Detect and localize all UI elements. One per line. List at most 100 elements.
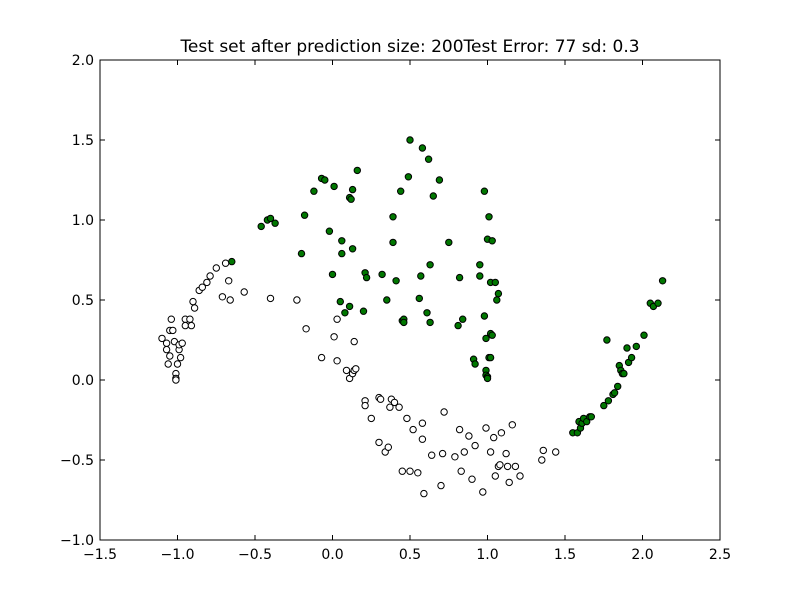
scatter-point [398, 467, 406, 475]
scatter-point [338, 237, 346, 245]
scatter-point [186, 315, 194, 323]
scatter-point [603, 336, 611, 344]
scatter-point [198, 283, 207, 291]
scatter-point [418, 144, 427, 152]
scatter-point [333, 357, 341, 365]
scatter-point [389, 213, 397, 221]
scatter-point [658, 277, 667, 285]
scatter-point [482, 334, 490, 343]
scatter-point [457, 467, 465, 475]
scatter-point [460, 448, 468, 456]
scatter-point [435, 176, 444, 184]
scatter-point [162, 339, 171, 347]
scatter-point [539, 446, 547, 455]
scatter-point [367, 414, 375, 423]
scatter-point [350, 337, 358, 346]
scatter-point [164, 360, 172, 368]
scatter-point [409, 425, 417, 434]
scatter-point [494, 289, 503, 298]
scatter-point [438, 449, 447, 458]
scatter-point [587, 413, 595, 421]
scatter-point [359, 307, 368, 315]
scatter-point [493, 296, 501, 304]
scatter-point [627, 353, 636, 362]
scatter-point [418, 435, 427, 443]
scatter-point [338, 249, 346, 258]
scatter-point [423, 309, 431, 317]
scatter-point [600, 401, 608, 410]
chart-title: Test set after prediction size: 200Test … [179, 37, 639, 57]
scatter-point [445, 238, 453, 247]
scatter-point [502, 449, 510, 458]
scatter-point [451, 453, 459, 461]
scatter-point [614, 382, 622, 391]
scatter-point [471, 360, 479, 368]
scatter-point [632, 342, 640, 351]
scatter-point [496, 461, 504, 469]
y-tick-label: −0.5 [60, 453, 94, 469]
scatter-point [486, 448, 495, 456]
scatter-point [480, 187, 489, 195]
scatter-point [395, 403, 403, 411]
scatter-point [654, 299, 662, 307]
scatter-point [437, 481, 445, 490]
scatter-point [404, 173, 413, 181]
y-tick-label: 0.0 [72, 373, 94, 389]
scatter-point [485, 213, 493, 221]
x-tick-label: 1.0 [476, 547, 498, 563]
scatter-point [167, 315, 176, 323]
scatter-point [162, 345, 171, 354]
x-tick-label: 1.5 [554, 547, 576, 563]
scatter-point [455, 425, 464, 434]
scatter-point [488, 331, 496, 339]
scatter-point [378, 270, 386, 279]
scatter-point [497, 429, 506, 437]
scatter-point [503, 462, 512, 471]
scatter-point [297, 249, 306, 258]
scatter-point [383, 296, 391, 304]
scatter-point [330, 182, 338, 191]
x-tick-label: 0.0 [321, 547, 343, 563]
scatter-point [620, 369, 628, 378]
scatter-point [333, 315, 341, 323]
scatter-point [328, 270, 337, 279]
scatter-point [483, 374, 492, 383]
scatter-point [488, 237, 496, 245]
scatter-point [552, 448, 560, 456]
scatter-point [348, 245, 357, 253]
scatter-point [508, 421, 516, 429]
scatter-point [418, 419, 427, 427]
scatter-point [415, 294, 423, 303]
scatter-point [426, 318, 434, 327]
scatter-point [390, 398, 399, 407]
scatter-point [406, 136, 414, 144]
scatter-point [440, 408, 448, 416]
scatter-point [400, 318, 408, 327]
y-tick-label: 1.0 [72, 213, 94, 229]
scatter-point [342, 366, 351, 375]
scatter-point [271, 219, 279, 227]
axis-ticks: −1.5 −1.0 −0.5 0.0 0.5 1.0 1.5 2.0 2.5−1.0−0.50.… [60, 53, 731, 563]
scatter-point [376, 395, 385, 403]
scatter-point [218, 293, 227, 301]
scatter-point [353, 166, 361, 175]
x-tick-label: 2.5 [709, 547, 731, 563]
scatter-point [341, 309, 349, 317]
x-tick-label: 2.0 [631, 547, 653, 563]
y-tick-label: 2.0 [72, 53, 94, 69]
scatter-point [169, 326, 177, 335]
scatter-point [491, 472, 499, 480]
scatter-point [336, 297, 344, 306]
scatter-point [414, 469, 422, 477]
scatter-point [480, 312, 489, 320]
scatter-point [420, 489, 428, 498]
scatter-point [240, 288, 248, 296]
x-tick-label: −0.5 [238, 547, 272, 563]
scatter-point [640, 331, 648, 339]
scatter-point [476, 261, 484, 269]
scatter-point [479, 488, 487, 496]
scatter-point [397, 187, 405, 195]
scatter-point [228, 257, 236, 266]
scatter-point [384, 443, 392, 451]
